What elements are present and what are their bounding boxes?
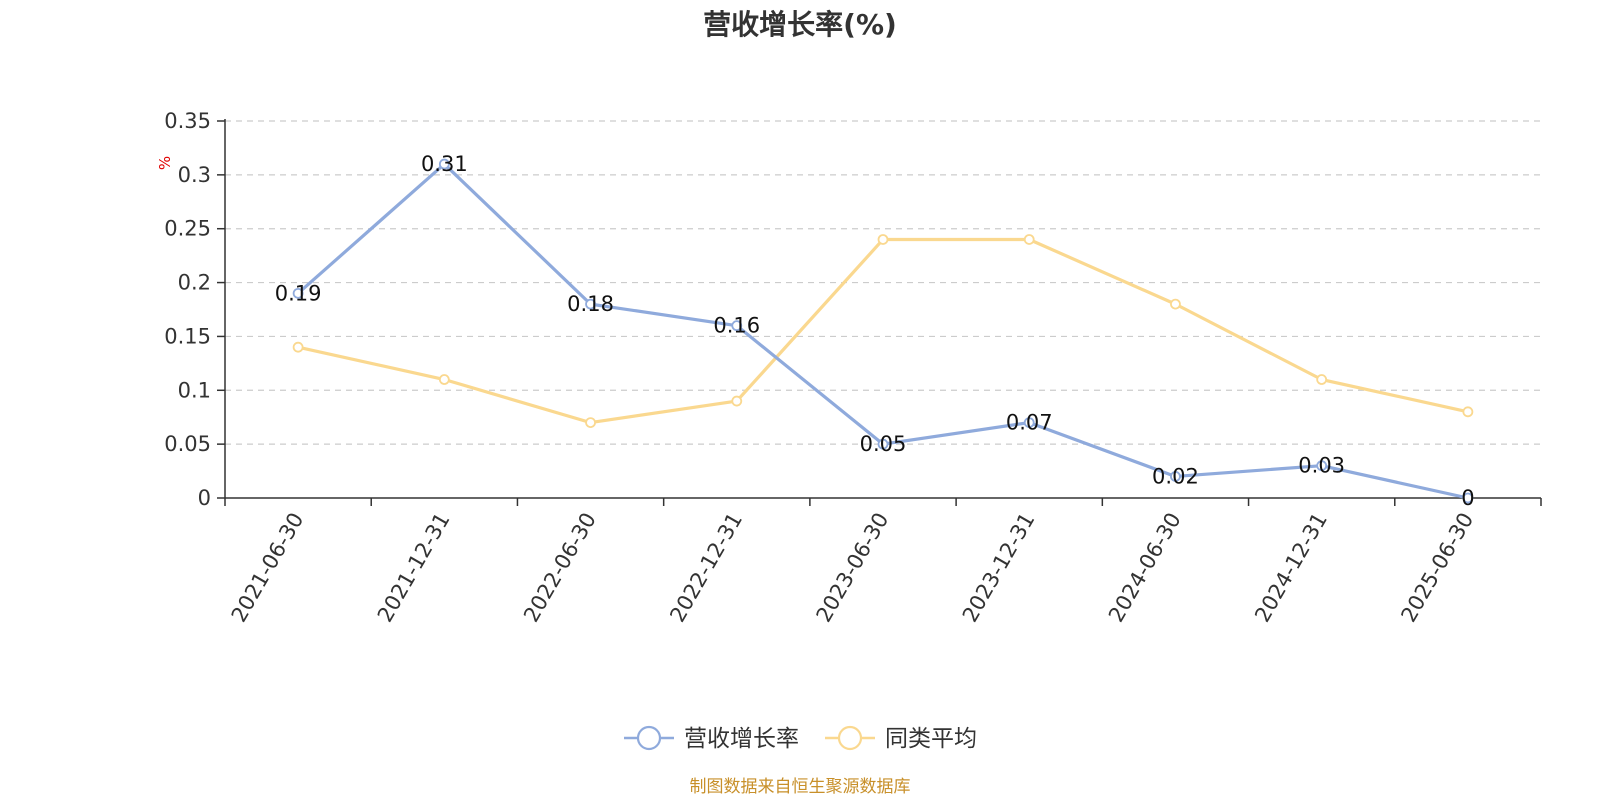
series-1-point[interactable] bbox=[877, 234, 889, 245]
x-tick-label: 2024-12-31 bbox=[1250, 509, 1332, 627]
axes: 0 0.05 0.1 0.15 0.2 0.25 0.3 0.35 2021-06-30 2021… bbox=[164, 109, 1542, 627]
x-tick-label: 2022-06-30 bbox=[519, 509, 601, 627]
series-0-point[interactable] bbox=[1170, 471, 1181, 482]
data-label: 0.02 bbox=[1152, 464, 1199, 488]
data-label: 0.03 bbox=[1298, 454, 1345, 478]
series-0-point[interactable] bbox=[292, 287, 304, 299]
x-tick-label: 2023-12-31 bbox=[958, 509, 1040, 627]
series-1-point[interactable] bbox=[1170, 298, 1181, 310]
series-1-point[interactable] bbox=[1462, 406, 1474, 418]
x-tick-label: 2022-12-31 bbox=[665, 509, 747, 627]
legend-item-0[interactable]: 营收增长率 bbox=[624, 725, 799, 752]
y-tick-label: 0.35 bbox=[164, 109, 211, 133]
data-label: 0.31 bbox=[421, 152, 468, 176]
series-1-point[interactable] bbox=[585, 417, 596, 429]
legend[interactable]: 营收增长率 同类平均 bbox=[624, 725, 977, 752]
legend-marker bbox=[636, 725, 662, 751]
series-1-point[interactable] bbox=[438, 374, 450, 385]
legend-marker bbox=[837, 725, 863, 751]
x-tick-label: 2024-06-30 bbox=[1104, 509, 1186, 627]
series-1-point[interactable] bbox=[292, 341, 304, 353]
y-tick-label: 0.1 bbox=[178, 378, 211, 402]
y-axis-label: % bbox=[156, 156, 174, 170]
series-1-point[interactable] bbox=[1023, 234, 1035, 245]
series-layer bbox=[292, 158, 1474, 504]
y-tick-label: 0.25 bbox=[164, 217, 211, 241]
series-1-point[interactable] bbox=[731, 395, 743, 407]
data-labels: 0.19 0.31 0.18 0.16 0.05 0.07 0.02 0.03 0 bbox=[275, 152, 1475, 510]
series-0-point[interactable] bbox=[438, 158, 450, 170]
x-tick-label: 2025-06-30 bbox=[1396, 509, 1478, 627]
series-0-point[interactable] bbox=[585, 298, 596, 310]
source-note: 制图数据来自恒生聚源数据库 bbox=[690, 777, 911, 797]
series-0-point[interactable] bbox=[877, 438, 889, 450]
series-0-point[interactable] bbox=[731, 320, 743, 332]
y-tick-label: 0 bbox=[198, 486, 211, 510]
legend-label: 同类平均 bbox=[885, 726, 977, 752]
series-0-point[interactable] bbox=[1316, 460, 1328, 472]
y-tick-label: 0.3 bbox=[178, 163, 211, 187]
series-0-point[interactable] bbox=[1023, 417, 1035, 429]
chart-title: 营收增长率(%) bbox=[703, 8, 897, 41]
x-tick-label: 2021-06-30 bbox=[227, 509, 309, 627]
data-label: 0.05 bbox=[860, 432, 907, 456]
series-line-1 bbox=[297, 237, 1469, 425]
legend-label: 营收增长率 bbox=[684, 726, 799, 752]
legend-item-1[interactable]: 同类平均 bbox=[825, 725, 977, 752]
data-label: 0.18 bbox=[567, 292, 614, 316]
data-label: 0.07 bbox=[1006, 411, 1053, 435]
data-label: 0 bbox=[1461, 486, 1474, 510]
data-label: 0.16 bbox=[713, 314, 760, 338]
x-tick-label: 2021-12-31 bbox=[373, 509, 455, 627]
series-0-point[interactable] bbox=[1462, 492, 1474, 504]
y-tick-label: 0.15 bbox=[164, 324, 211, 348]
data-label: 0.19 bbox=[275, 281, 322, 305]
y-tick-label: 0.2 bbox=[178, 271, 211, 295]
y-tick-label: 0.05 bbox=[164, 432, 211, 456]
series-1-point[interactable] bbox=[1316, 374, 1328, 385]
x-tick-label: 2023-06-30 bbox=[812, 509, 894, 627]
